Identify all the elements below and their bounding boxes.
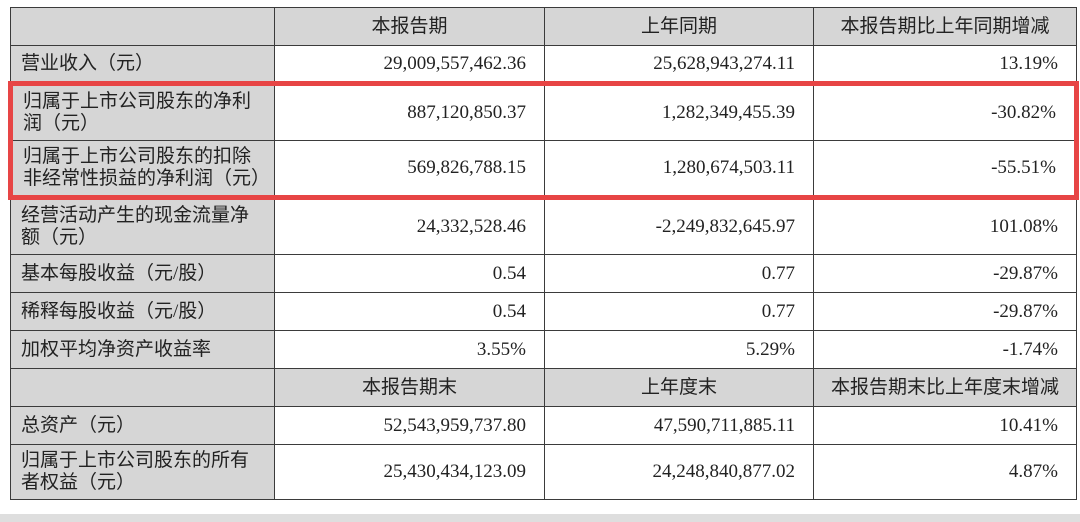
row-label-cell: 归属于上市公司股东的扣除非经常性损益的净利润（元）: [8, 140, 275, 200]
row-label-cell: 归属于上市公司股东的净利润（元）: [8, 81, 275, 141]
column-header-cell: 本报告期末: [274, 368, 545, 407]
value-cell: 1,280,674,503.11: [544, 140, 814, 200]
row-label-cell: 归属于上市公司股东的所有者权益（元）: [10, 444, 275, 500]
row-label-cell: 加权平均净资产收益率: [10, 330, 275, 369]
value-cell: 1,282,349,455.39: [544, 81, 814, 141]
financial-table-body: 本报告期 上年同期 本报告期比上年同期增减 营业收入（元） 29,009,557,462…: [8, 7, 1079, 500]
value-cell: 0.77: [544, 292, 814, 331]
row-label-cell: 稀释每股收益（元/股）: [10, 292, 275, 331]
row-label-cell: 基本每股收益（元/股）: [10, 254, 275, 293]
value-cell: 3.55%: [274, 330, 545, 369]
financial-summary-table: 本报告期 上年同期 本报告期比上年同期增减 营业收入（元） 29,009,557,462…: [8, 7, 1079, 500]
value-cell: 52,543,959,737.80: [274, 406, 545, 445]
corner-cell: [10, 7, 275, 46]
table-row: 加权平均净资产收益率 3.55% 5.29% -1.74%: [10, 330, 1077, 369]
value-cell: 24,248,840,877.02: [544, 444, 814, 500]
table-row: 归属于上市公司股东的所有者权益（元） 25,430,434,123.09 24,24…: [10, 444, 1077, 500]
column-header-cell: 本报告期: [274, 7, 545, 46]
table-row: 总资产（元） 52,543,959,737.80 47,590,711,885.11…: [10, 406, 1077, 445]
value-cell: -30.82%: [813, 81, 1079, 141]
column-header-cell: 本报告期末比上年度末增减: [813, 368, 1077, 407]
value-cell: 25,628,943,274.11: [544, 45, 814, 84]
value-cell: 5.29%: [544, 330, 814, 369]
row-label-cell: 营业收入（元）: [10, 45, 275, 84]
value-cell: 887,120,850.37: [274, 81, 545, 141]
value-cell: 4.87%: [813, 444, 1077, 500]
value-cell: 29,009,557,462.36: [274, 45, 545, 84]
table-row: 营业收入（元） 29,009,557,462.36 25,628,943,274.1…: [10, 45, 1077, 84]
value-cell: 569,826,788.15: [274, 140, 545, 200]
column-header-cell: 上年度末: [544, 368, 814, 407]
value-cell: 24,332,528.46: [274, 197, 545, 255]
value-cell: 101.08%: [813, 197, 1077, 255]
header-row-period-comparison: 本报告期 上年同期 本报告期比上年同期增减: [10, 7, 1077, 46]
table-row: 归属于上市公司股东的净利润（元） 887,120,850.37 1,282,349,…: [8, 81, 1079, 141]
value-cell: 0.54: [274, 254, 545, 293]
value-cell: 47,590,711,885.11: [544, 406, 814, 445]
column-header-cell: 上年同期: [544, 7, 814, 46]
value-cell: 13.19%: [813, 45, 1077, 84]
column-header-cell: 本报告期比上年同期增减: [813, 7, 1077, 46]
row-label-cell: 经营活动产生的现金流量净额（元）: [10, 197, 275, 255]
header-row-period-end-comparison: 本报告期末 上年度末 本报告期末比上年度末增减: [10, 368, 1077, 407]
value-cell: 25,430,434,123.09: [274, 444, 545, 500]
financial-summary-table-wrap: 本报告期 上年同期 本报告期比上年同期增减 营业收入（元） 29,009,557,462…: [8, 7, 1079, 500]
value-cell: 10.41%: [813, 406, 1077, 445]
value-cell: -1.74%: [813, 330, 1077, 369]
value-cell: 0.77: [544, 254, 814, 293]
value-cell: -29.87%: [813, 292, 1077, 331]
table-row: 基本每股收益（元/股） 0.54 0.77 -29.87%: [10, 254, 1077, 293]
corner-cell: [10, 368, 275, 407]
table-row: 稀释每股收益（元/股） 0.54 0.77 -29.87%: [10, 292, 1077, 331]
page-edge-strip: [0, 514, 1080, 522]
value-cell: -29.87%: [813, 254, 1077, 293]
value-cell: 0.54: [274, 292, 545, 331]
row-label-cell: 总资产（元）: [10, 406, 275, 445]
table-row: 归属于上市公司股东的扣除非经常性损益的净利润（元） 569,826,788.15 1…: [8, 140, 1079, 200]
value-cell: -2,249,832,645.97: [544, 197, 814, 255]
table-row: 经营活动产生的现金流量净额（元） 24,332,528.46 -2,249,832,…: [10, 197, 1077, 255]
value-cell: -55.51%: [813, 140, 1079, 200]
